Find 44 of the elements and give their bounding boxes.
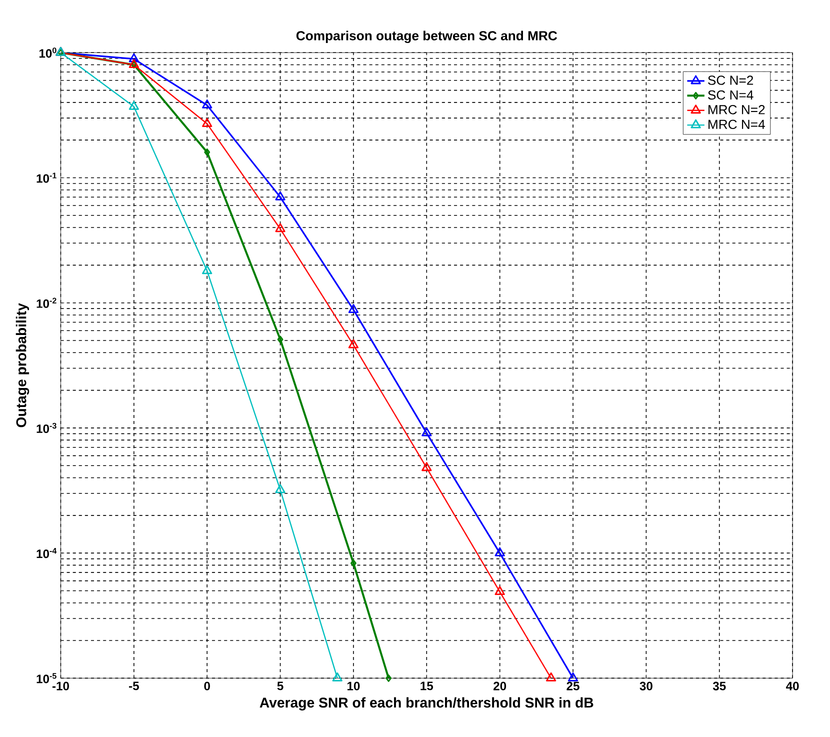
x-axis-title: Average SNR of each branch/thershold SNR in dB <box>260 697 594 711</box>
point <box>332 672 342 682</box>
point <box>204 148 210 156</box>
point <box>202 265 212 274</box>
x-tick-label: -10 <box>52 682 69 690</box>
legend-label: MRC N=2 <box>708 105 765 114</box>
point <box>275 191 286 200</box>
point <box>348 304 359 314</box>
y-tick-label: 10$^{-3}$ <box>36 422 56 434</box>
y-tick-label: 10$^{-2}$ <box>36 298 56 308</box>
point <box>348 339 359 348</box>
point <box>128 53 139 62</box>
point <box>494 547 505 556</box>
point <box>275 484 286 494</box>
legend-label: SC N=2 <box>708 76 754 85</box>
point <box>422 462 432 472</box>
x-tick-label: 10 <box>347 682 360 690</box>
x-tick-label: 20 <box>494 682 506 690</box>
point <box>277 336 284 344</box>
point <box>202 118 212 128</box>
y-tick-label: 10$^{0}$ <box>39 48 56 58</box>
point <box>568 672 578 682</box>
point <box>494 586 505 596</box>
y-tick-label: 10$^{-1}$ <box>36 172 56 183</box>
point <box>202 100 212 108</box>
x-tick-label: 30 <box>640 682 652 690</box>
x-tick-label: 15 <box>420 682 434 690</box>
y-tick-label: 10$^{-5}$ <box>36 673 56 684</box>
chart-title: Comparison outage between SC and MRC <box>296 30 558 44</box>
y-tick-label: 10$^{-4}$ <box>36 548 57 558</box>
x-tick-label: -5 <box>129 682 139 690</box>
y-axis-title: Outage probability <box>16 303 30 428</box>
x-tick-label: 25 <box>566 682 580 690</box>
point <box>350 560 356 567</box>
legend-label: SC N=4 <box>708 90 754 100</box>
x-tick-label: 40 <box>786 682 799 690</box>
x-tick-label: 5 <box>277 682 284 690</box>
point <box>546 672 556 682</box>
legend-label: MRC N=4 <box>708 120 765 130</box>
x-tick-label: 35 <box>712 682 726 690</box>
point <box>275 223 286 232</box>
x-tick-label: 0 <box>204 682 210 690</box>
point <box>128 100 139 110</box>
point <box>422 427 432 436</box>
